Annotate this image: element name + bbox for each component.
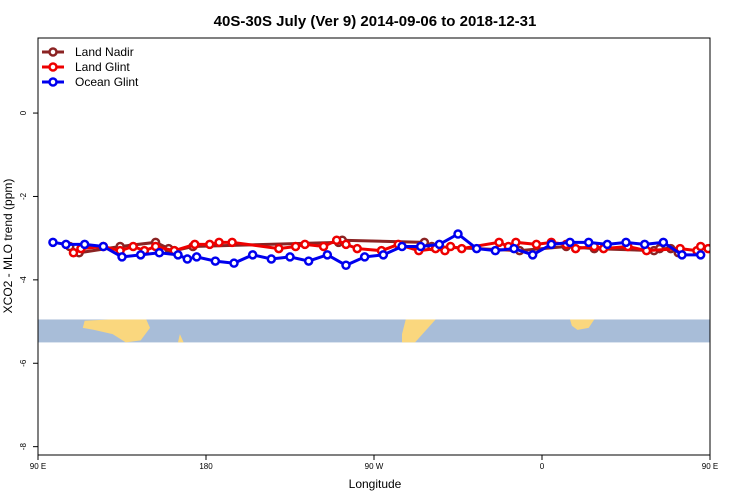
data-point-land-glint bbox=[227, 237, 237, 248]
land-south-america bbox=[402, 319, 436, 343]
legend-label: Ocean Glint bbox=[75, 75, 139, 89]
legend-marker bbox=[48, 77, 58, 87]
data-point-ocean-glint bbox=[79, 239, 90, 250]
data-point-ocean-glint bbox=[490, 245, 501, 256]
x-tick-label: 180 bbox=[199, 462, 213, 471]
data-point-land-glint bbox=[695, 241, 706, 252]
data-point-ocean-glint bbox=[434, 239, 445, 250]
data-point-land-glint bbox=[531, 239, 542, 250]
map-strip bbox=[38, 319, 710, 343]
data-point-land-glint bbox=[456, 243, 467, 254]
data-point-ocean-glint bbox=[565, 237, 575, 248]
data-point-land-glint bbox=[341, 239, 351, 250]
data-point-ocean-glint bbox=[583, 237, 594, 248]
data-point-ocean-glint bbox=[182, 254, 193, 264]
y-tick-label: -6 bbox=[19, 359, 28, 367]
data-point-ocean-glint bbox=[695, 250, 706, 260]
data-point-ocean-glint bbox=[527, 250, 538, 260]
data-point-ocean-glint bbox=[210, 256, 221, 266]
data-point-land-glint bbox=[331, 235, 342, 245]
legend-item-ocean-glint: Ocean Glint bbox=[42, 75, 139, 89]
data-point-land-glint bbox=[712, 247, 719, 254]
data-point-ocean-glint bbox=[48, 237, 58, 248]
data-point-ocean-glint bbox=[397, 241, 407, 252]
data-point-ocean-glint bbox=[509, 243, 519, 254]
x-axis: 90 E 180 90 W 0 90 E bbox=[30, 455, 718, 471]
data-point-land-glint bbox=[445, 241, 456, 252]
data-point-ocean-glint bbox=[229, 258, 239, 268]
data-point-ocean-glint bbox=[135, 250, 146, 260]
data-point-land-glint bbox=[318, 241, 329, 252]
data-point-ocean-glint bbox=[61, 239, 71, 250]
data-point-ocean-glint bbox=[285, 252, 295, 262]
data-point-ocean-glint bbox=[453, 229, 463, 239]
chart-title: 40S-30S July (Ver 9) 2014-09-06 to 2018-… bbox=[214, 13, 537, 30]
data-point-land-glint bbox=[128, 241, 138, 252]
data-point-land-glint bbox=[204, 239, 215, 250]
data-point-ocean-glint bbox=[415, 241, 426, 252]
data-point-land-glint bbox=[570, 243, 581, 254]
data-point-land-glint bbox=[190, 239, 200, 250]
land-new-zealand bbox=[178, 334, 184, 343]
data-point-ocean-glint bbox=[546, 239, 557, 250]
data-point-ocean-glint bbox=[98, 241, 109, 252]
data-point-ocean-glint bbox=[639, 239, 650, 250]
data-point-ocean-glint bbox=[154, 248, 165, 258]
legend-item-land-nadir: Land Nadir bbox=[42, 45, 134, 59]
legend-item-land-glint: Land Glint bbox=[42, 60, 130, 74]
legend-marker bbox=[48, 62, 58, 72]
legend-label: Land Glint bbox=[75, 60, 130, 74]
data-point-ocean-glint bbox=[621, 237, 631, 248]
data-point-ocean-glint bbox=[359, 252, 370, 262]
map-ocean bbox=[38, 319, 710, 343]
data-point-ocean-glint bbox=[266, 254, 277, 264]
y-tick-label: 0 bbox=[19, 110, 28, 115]
data-point-land-glint bbox=[703, 243, 710, 254]
data-point-ocean-glint bbox=[322, 250, 333, 260]
data-point-land-glint bbox=[274, 243, 284, 254]
y-tick-label: -8 bbox=[19, 443, 28, 451]
data-point-ocean-glint bbox=[658, 237, 669, 248]
data-point-ocean-glint bbox=[117, 252, 127, 262]
data-point-land-glint bbox=[300, 239, 310, 250]
data-point-ocean-glint bbox=[378, 250, 389, 260]
x-tick-label: 0 bbox=[540, 462, 545, 471]
x-axis-label: Longitude bbox=[349, 477, 402, 491]
data-point-ocean-glint bbox=[191, 252, 202, 262]
y-tick-label: -2 bbox=[19, 192, 28, 200]
x-tick-label: 90 E bbox=[30, 462, 46, 471]
y-axis-label: XCO2 - MLO trend (ppm) bbox=[1, 179, 15, 314]
data-point-land-glint bbox=[290, 241, 301, 252]
y-tick-label: -4 bbox=[19, 276, 28, 284]
data-point-ocean-glint bbox=[173, 250, 183, 260]
data-point-ocean-glint bbox=[341, 260, 351, 271]
data-point-ocean-glint bbox=[247, 250, 258, 260]
land-south-africa bbox=[570, 319, 595, 330]
y-axis: 0 -2 -4 -6 -8 bbox=[19, 110, 38, 450]
data-point-ocean-glint bbox=[471, 243, 482, 254]
data-point-ocean-glint bbox=[303, 256, 314, 266]
data-point-land-glint bbox=[352, 243, 362, 254]
data-point-ocean-glint bbox=[602, 239, 613, 250]
data-point-ocean-glint bbox=[677, 250, 687, 260]
land-australia bbox=[82, 319, 150, 343]
data-point-land-glint bbox=[68, 248, 79, 258]
legend-label: Land Nadir bbox=[75, 45, 134, 59]
x-tick-label: 90 W bbox=[365, 462, 384, 471]
x-tick-label: 90 E bbox=[702, 462, 718, 471]
legend-marker bbox=[48, 47, 58, 57]
data-point-land-glint bbox=[214, 237, 224, 248]
series-ocean-glint bbox=[48, 229, 706, 271]
data-point-land-glint bbox=[494, 237, 504, 248]
